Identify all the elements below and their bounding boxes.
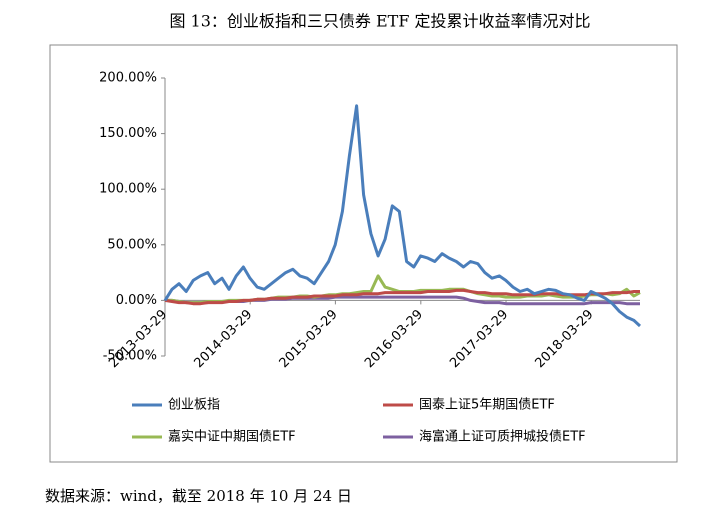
legend-label: 海富通上证可质押城投债ETF (419, 429, 586, 445)
legend-label: 嘉实中证中期国债ETF (168, 430, 296, 445)
series-line (163, 104, 642, 328)
x-tick-label: 2014-03-29 (191, 307, 255, 371)
chart-frame (49, 44, 678, 463)
y-tick-label: -50.00% (103, 349, 157, 364)
x-tick-label: 2018-03-29 (532, 307, 596, 371)
y-tick-label: 200.00% (99, 71, 157, 86)
y-tick-label: 0.00% (116, 293, 157, 308)
source-note: 数据来源：wind，截至 2018 年 10 月 24 日 (45, 487, 352, 505)
y-tick-label: 50.00% (107, 237, 157, 252)
legend-label: 创业板指 (168, 398, 220, 413)
x-tick-label: 2017-03-29 (447, 307, 511, 371)
chart-title: 图 13：创业板指和三只债券 ETF 定投累计收益率情况对比 (169, 12, 590, 31)
y-tick-label: 100.00% (99, 182, 157, 197)
x-tick-label: 2015-03-29 (277, 307, 341, 371)
legend-label: 国泰上证5年期国债ETF (419, 398, 555, 413)
x-tick-label: 2016-03-29 (362, 307, 426, 371)
y-tick-label: 150.00% (99, 126, 157, 141)
